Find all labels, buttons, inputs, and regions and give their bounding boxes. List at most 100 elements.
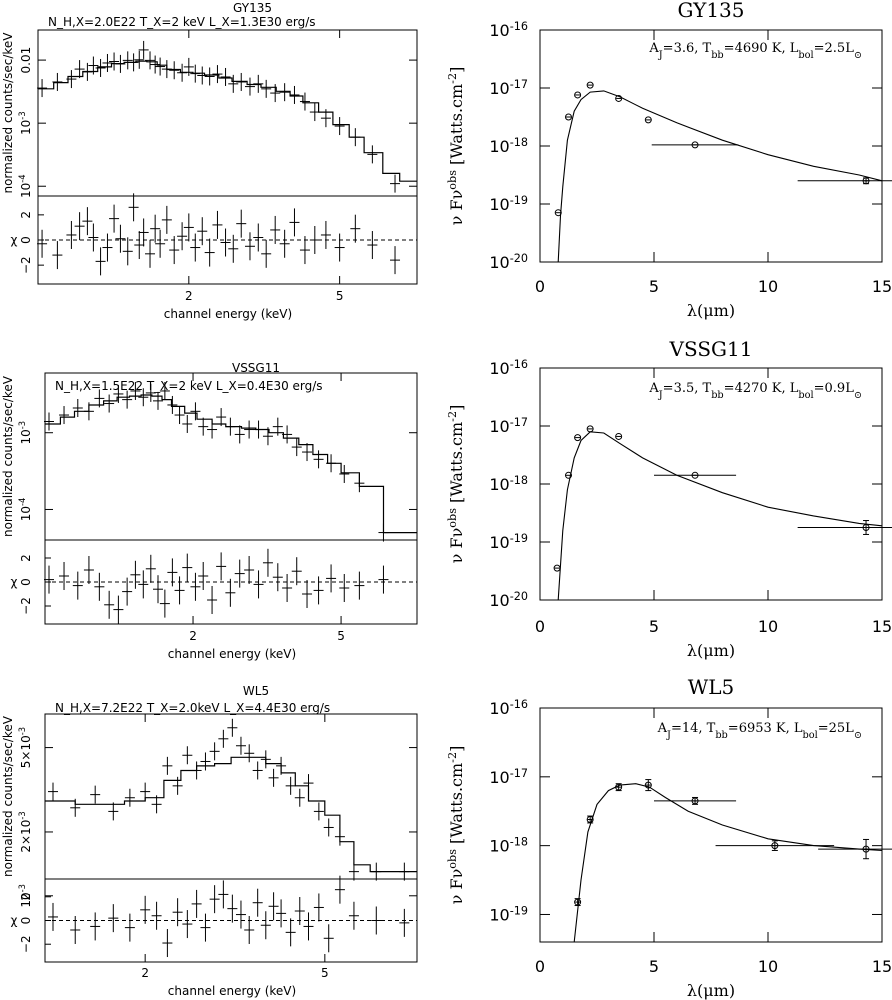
sed-x-tick-label: 10	[758, 617, 778, 636]
sed-y-tick-label: 10-20	[489, 252, 528, 273]
x-tick-label: 2	[189, 629, 197, 643]
sed-title: VSSG11	[669, 337, 753, 361]
resid-tick-label: 0	[19, 917, 33, 925]
sed-point	[615, 94, 623, 102]
sed-x-tick-label: 10	[758, 957, 778, 976]
spectrum-x-label: channel energy (keV)	[164, 307, 292, 321]
spectrum-y-label: normalized counts/sec/keV	[1, 715, 15, 877]
model-line	[45, 394, 417, 534]
y-tick-label: 2×10-3	[17, 811, 33, 852]
sed-point	[553, 564, 561, 572]
sed-frame	[539, 707, 883, 943]
x-tick-label: 5	[321, 966, 329, 980]
sed-point	[691, 471, 699, 479]
spectrum-title: WL5	[243, 684, 269, 698]
spectrum-title: VSSG11	[232, 361, 280, 375]
sed-point	[565, 113, 572, 121]
sed-point	[862, 845, 870, 853]
sed-x-label: λ(μm)	[687, 641, 735, 660]
y-tick-label: 10-4	[17, 498, 33, 522]
sed-x-tick-label: 10	[758, 277, 778, 296]
sed-point	[862, 524, 870, 531]
spectrum-frame	[44, 713, 418, 880]
sed-y-tick-label: 10-18	[489, 474, 528, 495]
resid-y-label: χ	[11, 575, 18, 589]
sed-x-tick-label: 5	[649, 957, 659, 976]
sed-y-tick-label: 10-19	[489, 904, 528, 925]
sed-point	[574, 434, 582, 442]
spectrum-panel-wl5: WL5 N_H,X=7.2E22 T_X=2.0keV L_X=4.4E30 er…	[1, 684, 418, 998]
sed-point	[644, 781, 652, 789]
spectrum-title: GY135	[233, 1, 272, 15]
sed-y-label: ν Fνobs [Watts.cm-2]	[446, 67, 467, 226]
resid-tick-label: −2	[19, 935, 33, 953]
y-tick-label: 0.01	[19, 47, 33, 74]
sed-y-tick-label: 10-17	[489, 78, 528, 99]
sed-model-line	[557, 90, 883, 263]
resid-tick-label: −2	[19, 256, 33, 274]
sed-frame	[539, 367, 883, 601]
y-tick-label: 10-3	[17, 421, 33, 445]
sed-x-tick-label: 15	[872, 617, 892, 636]
spectrum-y-label: normalized counts/sec/keV	[1, 32, 15, 194]
sed-point	[644, 116, 652, 124]
sed-x-label: λ(μm)	[687, 981, 735, 1000]
y-tick-label: 10-3	[17, 111, 33, 135]
sed-y-tick-label: 10-18	[489, 136, 528, 157]
sed-y-tick-label: 10-17	[489, 416, 528, 437]
spectrum-info: N_H,X=2.0E22 T_X=2 keV L_X=1.3E30 erg/s	[48, 15, 316, 29]
sed-point	[586, 425, 594, 433]
sed-point	[574, 898, 582, 906]
y-tick-label: 5×10-3	[17, 727, 33, 768]
resid-tick-label: 0	[19, 578, 33, 586]
resid-tick-label: −2	[19, 597, 33, 615]
sed-y-tick-label: 10-19	[489, 532, 528, 553]
resid-tick-label: 2	[19, 211, 33, 219]
sed-point	[615, 783, 623, 791]
sed-panel-vssg11: VSSG11 AJ=3.5, Tbb=4270 K, Lbol=0.9L⊙ ν Fν…	[446, 337, 892, 660]
resid-y-label: χ	[11, 914, 18, 928]
y-tick-label: 10-4	[17, 174, 33, 198]
model-line	[38, 60, 417, 182]
sed-y-tick-label: 10-18	[489, 835, 528, 856]
sed-point	[554, 209, 562, 217]
sed-panel-gy135: GY135 AJ=3.6, Tbb=4690 K, Lbol=2.5L⊙ ν Fνo…	[446, 0, 892, 320]
x-tick-label: 5	[337, 629, 345, 643]
spectrum-panel-vssg11: VSSG11 N_H,X=1.5E22 T_X=2 keV L_X=0.4E30 …	[1, 361, 418, 661]
sed-point	[565, 471, 572, 479]
resid-tick-label: 2	[19, 893, 33, 901]
sed-title: GY135	[677, 0, 744, 22]
sed-x-tick-label: 0	[535, 617, 545, 636]
spectrum-info: N_H,X=7.2E22 T_X=2.0keV L_X=4.4E30 erg/s	[55, 701, 330, 715]
sed-x-tick-label: 0	[535, 957, 545, 976]
sed-y-tick-label: 10-16	[489, 358, 528, 379]
spectrum-x-label: channel energy (keV)	[168, 647, 296, 661]
sed-x-tick-label: 5	[649, 277, 659, 296]
sed-y-tick-label: 10-17	[489, 766, 528, 787]
sed-annotation: AJ=3.6, Tbb=4690 K, Lbol=2.5L⊙	[648, 41, 862, 61]
sed-x-tick-label: 5	[649, 617, 659, 636]
sed-x-tick-label: 15	[872, 277, 892, 296]
sed-point	[862, 177, 870, 185]
sed-panel-wl5: WL5 AJ=14, Tbb=6953 K, Lbol=25L⊙ ν Fνobs […	[446, 675, 892, 1000]
sed-x-tick-label: 15	[872, 957, 892, 976]
sed-point	[691, 141, 699, 149]
spectrum-info: N_H,X=1.5E22 T_X=2 keV L_X=0.4E30 erg/s	[55, 379, 323, 393]
sed-y-tick-label: 10-19	[489, 194, 528, 215]
sed-y-label: ν Fνobs [Watts.cm-2]	[446, 405, 467, 564]
sed-point	[586, 81, 594, 89]
sed-frame	[539, 29, 883, 263]
model-line	[45, 756, 417, 873]
sed-point	[586, 815, 594, 823]
sed-y-label: ν Fνobs [Watts.cm-2]	[446, 746, 467, 905]
sed-x-label: λ(μm)	[687, 301, 735, 320]
resid-y-label: χ	[11, 233, 18, 247]
sed-y-tick-label: 10-16	[489, 20, 528, 41]
sed-point	[691, 797, 699, 805]
sed-model-line	[573, 783, 883, 943]
sed-annotation: AJ=3.5, Tbb=4270 K, Lbol=0.9L⊙	[648, 381, 862, 401]
x-tick-label: 2	[141, 966, 149, 980]
x-tick-label: 2	[185, 289, 193, 303]
